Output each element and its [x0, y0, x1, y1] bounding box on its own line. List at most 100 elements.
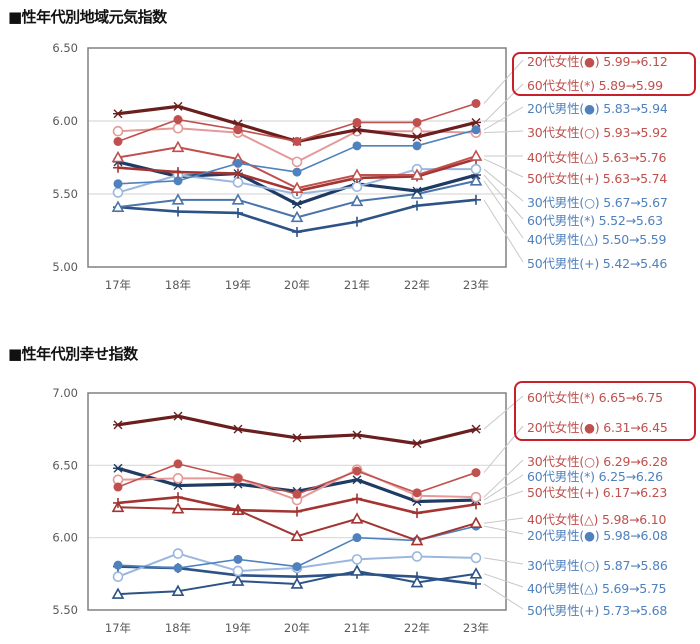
plus-marker-icon — [471, 194, 481, 205]
dot-marker-icon — [113, 560, 123, 570]
star-marker-icon — [412, 132, 422, 142]
triangle-marker-icon — [350, 564, 364, 576]
circle-marker-icon — [172, 473, 184, 484]
plot-area-frame — [87, 47, 507, 268]
highlight-box — [512, 52, 696, 96]
x-tick-label: 22年 — [404, 278, 430, 292]
leader-line — [483, 573, 524, 588]
triangle-marker-icon — [469, 516, 483, 529]
plus-marker-icon — [292, 226, 302, 237]
triangle-marker-icon — [290, 529, 304, 542]
dot-marker-icon — [412, 141, 422, 151]
legend-label: 50代男性(+) 5.42→5.46 — [527, 256, 668, 271]
triangle-marker-icon — [410, 575, 424, 588]
circle-marker-icon — [351, 554, 363, 565]
plus-marker-icon — [233, 505, 243, 516]
leader-line — [483, 168, 524, 202]
highlight-box — [514, 381, 696, 441]
dot-marker-icon — [352, 533, 362, 543]
series-40代女性(△) — [111, 140, 483, 193]
plus-marker-icon — [233, 168, 243, 179]
plot-area-frame — [87, 392, 507, 611]
x-tick-label: 17年 — [105, 278, 131, 292]
legend-label: 40代男性(△) 5.50→5.59 — [527, 232, 667, 247]
legend-label: 60代女性(*) 6.65→6.75 — [527, 390, 663, 405]
legend-label: 40代女性(△) 5.98→6.10 — [527, 512, 667, 527]
dot-marker-icon — [113, 482, 123, 492]
star-marker-icon — [352, 475, 362, 485]
legend-label: 20代女性(●) 5.99→6.12 — [527, 54, 668, 69]
dot-marker-icon — [471, 468, 481, 478]
circle-marker-icon — [291, 156, 303, 168]
dot-marker-icon — [471, 98, 481, 108]
legend-label: 50代女性(+) 6.17→6.23 — [527, 485, 668, 500]
plus-marker-icon — [113, 162, 123, 173]
dot-marker-icon — [352, 141, 362, 151]
dot-marker-icon — [113, 179, 123, 189]
leader-line — [483, 130, 524, 134]
leader-line — [483, 525, 524, 535]
leader-line — [483, 583, 524, 610]
dot-marker-icon — [173, 459, 183, 469]
triangle-marker-icon — [350, 194, 364, 207]
star-marker-icon — [471, 117, 481, 127]
triangle-marker-icon — [111, 587, 125, 599]
y-tick-label: 7.00 — [52, 386, 78, 400]
dot-marker-icon — [173, 563, 183, 573]
star-marker-icon — [292, 433, 302, 443]
leader-line — [483, 174, 524, 220]
triangle-marker-icon — [171, 584, 185, 596]
series-50代女性(+) — [113, 492, 481, 519]
star-marker-icon — [173, 101, 183, 111]
series-40代男性(△) — [111, 174, 483, 223]
triangle-marker-icon — [350, 168, 364, 180]
x-tick-label: 19年 — [225, 621, 251, 635]
series-60代女性(*) — [113, 411, 481, 449]
legend-label: 60代女性(*) 5.89→5.99 — [527, 78, 663, 93]
x-tick-label: 23年 — [463, 621, 489, 635]
circle-marker-icon — [470, 163, 482, 175]
triangle-marker-icon — [290, 210, 304, 223]
leader-line — [483, 59, 524, 104]
plus-marker-icon — [113, 497, 123, 508]
series-20代男性(●) — [113, 125, 481, 189]
leader-line — [483, 474, 524, 501]
regional-vitality-line-chart: 6.50 6.00 5.50 5.00 17年 18年 19年 20年 21年 22年 23年 — [52, 41, 524, 292]
dot-marker-icon — [173, 115, 183, 125]
series-20代男性(●) — [113, 521, 481, 573]
leader-line — [483, 180, 524, 239]
leader-line — [483, 158, 524, 178]
triangle-marker-icon — [469, 567, 483, 579]
x-tick-label: 21年 — [344, 621, 370, 635]
leader-line — [483, 459, 524, 498]
legend-label: 20代男性(●) 5.83→5.94 — [527, 101, 668, 116]
star-marker-icon — [113, 109, 123, 119]
circle-marker-icon — [470, 491, 482, 503]
y-tick-label: 6.00 — [52, 114, 78, 128]
star-marker-icon — [471, 424, 481, 434]
x-tick-label: 23年 — [463, 278, 489, 292]
circle-marker-icon — [411, 551, 423, 562]
leader-line — [483, 490, 524, 505]
triangle-marker-icon — [290, 181, 304, 193]
triangle-marker-icon — [469, 174, 483, 186]
chart-2-title: ■性年代別幸せ指数 — [8, 345, 138, 363]
dot-marker-icon — [471, 125, 481, 135]
triangle-marker-icon — [410, 533, 424, 546]
legend-label: 30代男性(○) 5.67→5.67 — [527, 195, 668, 210]
circle-marker-icon — [112, 125, 124, 137]
y-tick-label: 5.00 — [52, 260, 78, 274]
triangle-marker-icon — [111, 200, 125, 212]
plus-marker-icon — [352, 493, 362, 504]
dot-marker-icon — [292, 489, 302, 499]
star-marker-icon — [113, 420, 123, 430]
dot-marker-icon — [292, 562, 302, 572]
legend-label: 60代男性(*) 5.52→5.63 — [527, 213, 663, 228]
x-tick-label: 20年 — [284, 621, 310, 635]
star-marker-icon — [292, 199, 302, 209]
legend-label: 40代男性(△) 5.69→5.75 — [527, 581, 667, 596]
star-marker-icon — [352, 125, 362, 135]
legend-label: 50代男性(+) 5.73→5.68 — [527, 603, 668, 618]
triangle-marker-icon — [231, 193, 245, 205]
